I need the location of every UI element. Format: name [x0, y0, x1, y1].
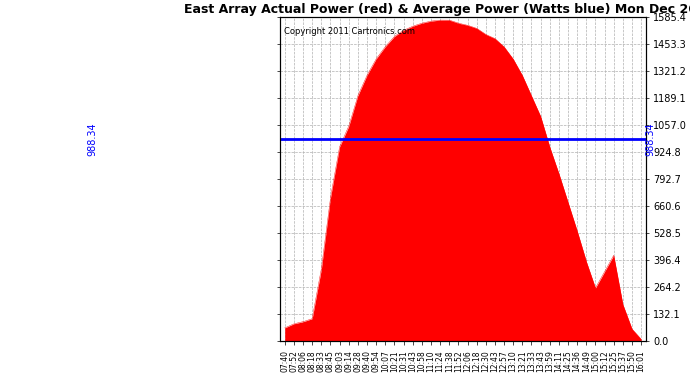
Title: East Array Actual Power (red) & Average Power (Watts blue) Mon Dec 26 16:01: East Array Actual Power (red) & Average … [184, 3, 690, 16]
Text: 988.34: 988.34 [646, 122, 656, 156]
Text: 988.34: 988.34 [88, 122, 97, 156]
Text: Copyright 2011 Cartronics.com: Copyright 2011 Cartronics.com [284, 27, 415, 36]
